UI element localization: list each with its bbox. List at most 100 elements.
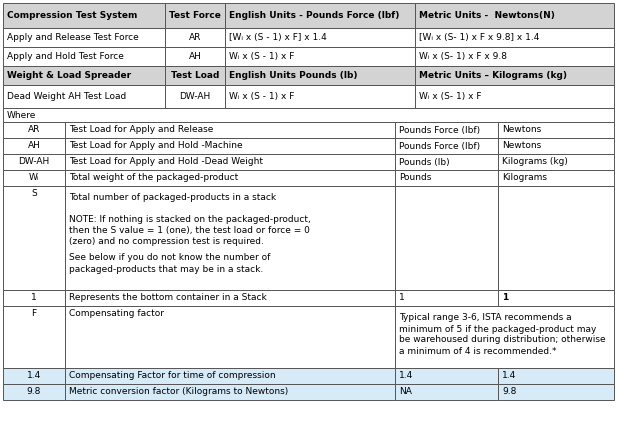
Bar: [3, 108, 614, 122]
Text: Where: Where: [7, 110, 36, 119]
Text: Test Load: Test Load: [171, 71, 219, 80]
Bar: [225, 66, 415, 85]
Bar: [3, 138, 65, 154]
Text: a minimum of 4 is recommended.*: a minimum of 4 is recommended.*: [399, 347, 557, 355]
Bar: [225, 85, 415, 108]
Bar: [3, 3, 165, 28]
Bar: [3, 122, 65, 138]
Text: (zero) and no compression test is required.: (zero) and no compression test is requir…: [69, 238, 264, 246]
Text: 9.8: 9.8: [502, 388, 516, 396]
Text: F: F: [31, 310, 36, 319]
Text: S: S: [31, 190, 37, 198]
Text: 1.4: 1.4: [27, 371, 41, 381]
Bar: [498, 384, 614, 400]
Text: Wᵢ x (S- 1) x F: Wᵢ x (S- 1) x F: [419, 92, 481, 101]
Text: AH: AH: [189, 52, 201, 61]
Text: then the S value = 1 (one), the test load or force = 0: then the S value = 1 (one), the test loa…: [69, 226, 310, 235]
Text: Metric conversion factor (Kilograms to Newtons): Metric conversion factor (Kilograms to N…: [69, 388, 288, 396]
Bar: [3, 290, 65, 306]
Text: Newtons: Newtons: [502, 142, 541, 150]
Bar: [65, 384, 395, 400]
Bar: [415, 3, 614, 28]
Bar: [395, 290, 498, 306]
Text: Compensating factor: Compensating factor: [69, 310, 164, 319]
Text: 1: 1: [502, 293, 508, 303]
Text: Pounds: Pounds: [399, 174, 431, 183]
Bar: [165, 3, 225, 28]
Bar: [225, 28, 415, 47]
Bar: [165, 47, 225, 66]
Bar: [498, 154, 614, 170]
Bar: [395, 368, 498, 384]
Text: Kilograms: Kilograms: [502, 174, 547, 183]
Text: [Wᵢ x (S - 1) x F] x 1.4: [Wᵢ x (S - 1) x F] x 1.4: [229, 33, 327, 42]
Bar: [498, 138, 614, 154]
Bar: [65, 154, 395, 170]
Bar: [415, 85, 614, 108]
Text: Test Force: Test Force: [169, 11, 221, 20]
Text: 1.4: 1.4: [399, 371, 413, 381]
Bar: [498, 186, 614, 290]
Text: Test Load for Apply and Hold -Dead Weight: Test Load for Apply and Hold -Dead Weigh…: [69, 157, 263, 167]
Text: Wᵢ x (S- 1) x F x 9.8: Wᵢ x (S- 1) x F x 9.8: [419, 52, 507, 61]
Bar: [65, 170, 395, 186]
Text: DW-AH: DW-AH: [180, 92, 210, 101]
Bar: [395, 170, 498, 186]
Bar: [3, 154, 65, 170]
Bar: [65, 290, 395, 306]
Bar: [498, 122, 614, 138]
Text: be warehoused during distribution; otherwise: be warehoused during distribution; other…: [399, 335, 606, 344]
Bar: [3, 384, 65, 400]
Text: Pounds Force (lbf): Pounds Force (lbf): [399, 142, 480, 150]
Text: 1.4: 1.4: [502, 371, 516, 381]
Bar: [165, 66, 225, 85]
Text: Weight & Load Spreader: Weight & Load Spreader: [7, 71, 131, 80]
Bar: [395, 186, 498, 290]
Bar: [3, 28, 165, 47]
Text: Compression Test System: Compression Test System: [7, 11, 138, 20]
Bar: [3, 368, 65, 384]
Text: 1: 1: [399, 293, 405, 303]
Text: DW-AH: DW-AH: [19, 157, 49, 167]
Bar: [165, 85, 225, 108]
Text: AR: AR: [28, 126, 40, 134]
Text: Newtons: Newtons: [502, 126, 541, 134]
Text: Represents the bottom container in a Stack: Represents the bottom container in a Sta…: [69, 293, 267, 303]
Bar: [65, 306, 395, 368]
Text: Total number of packaged-products in a stack: Total number of packaged-products in a s…: [69, 194, 276, 202]
Text: Metric Units -  Newtons(N): Metric Units - Newtons(N): [419, 11, 555, 20]
Text: Total weight of the packaged-product: Total weight of the packaged-product: [69, 174, 238, 183]
Bar: [395, 154, 498, 170]
Bar: [225, 3, 415, 28]
Bar: [3, 66, 165, 85]
Text: Compensating Factor for time of compression: Compensating Factor for time of compress…: [69, 371, 276, 381]
Bar: [415, 66, 614, 85]
Text: 9.8: 9.8: [27, 388, 41, 396]
Text: Metric Units – Kilograms (kg): Metric Units – Kilograms (kg): [419, 71, 567, 80]
Bar: [395, 122, 498, 138]
Text: Dead Weight AH Test Load: Dead Weight AH Test Load: [7, 92, 126, 101]
Bar: [165, 28, 225, 47]
Bar: [3, 186, 65, 290]
Bar: [3, 47, 165, 66]
Text: English Units - Pounds Force (lbf): English Units - Pounds Force (lbf): [229, 11, 399, 20]
Text: English Units Pounds (lb): English Units Pounds (lb): [229, 71, 357, 80]
Bar: [3, 306, 65, 368]
Text: Test Load for Apply and Release: Test Load for Apply and Release: [69, 126, 213, 134]
Text: Typical range 3-6, ISTA recommends a: Typical range 3-6, ISTA recommends a: [399, 313, 571, 323]
Text: NOTE: If nothing is stacked on the packaged-product,: NOTE: If nothing is stacked on the packa…: [69, 215, 311, 225]
Text: packaged-products that may be in a stack.: packaged-products that may be in a stack…: [69, 265, 263, 273]
Bar: [3, 170, 65, 186]
Text: AR: AR: [189, 33, 201, 42]
Bar: [498, 290, 614, 306]
Bar: [395, 384, 498, 400]
Text: Wᵢ: Wᵢ: [29, 174, 39, 183]
Text: NA: NA: [399, 388, 412, 396]
Text: See below if you do not know the number of: See below if you do not know the number …: [69, 253, 270, 262]
Text: Apply and Release Test Force: Apply and Release Test Force: [7, 33, 139, 42]
Bar: [395, 306, 614, 368]
Text: Wᵢ x (S - 1) x F: Wᵢ x (S - 1) x F: [229, 52, 294, 61]
Text: Apply and Hold Test Force: Apply and Hold Test Force: [7, 52, 124, 61]
Text: [Wᵢ x (S- 1) x F x 9.8] x 1.4: [Wᵢ x (S- 1) x F x 9.8] x 1.4: [419, 33, 539, 42]
Bar: [395, 138, 498, 154]
